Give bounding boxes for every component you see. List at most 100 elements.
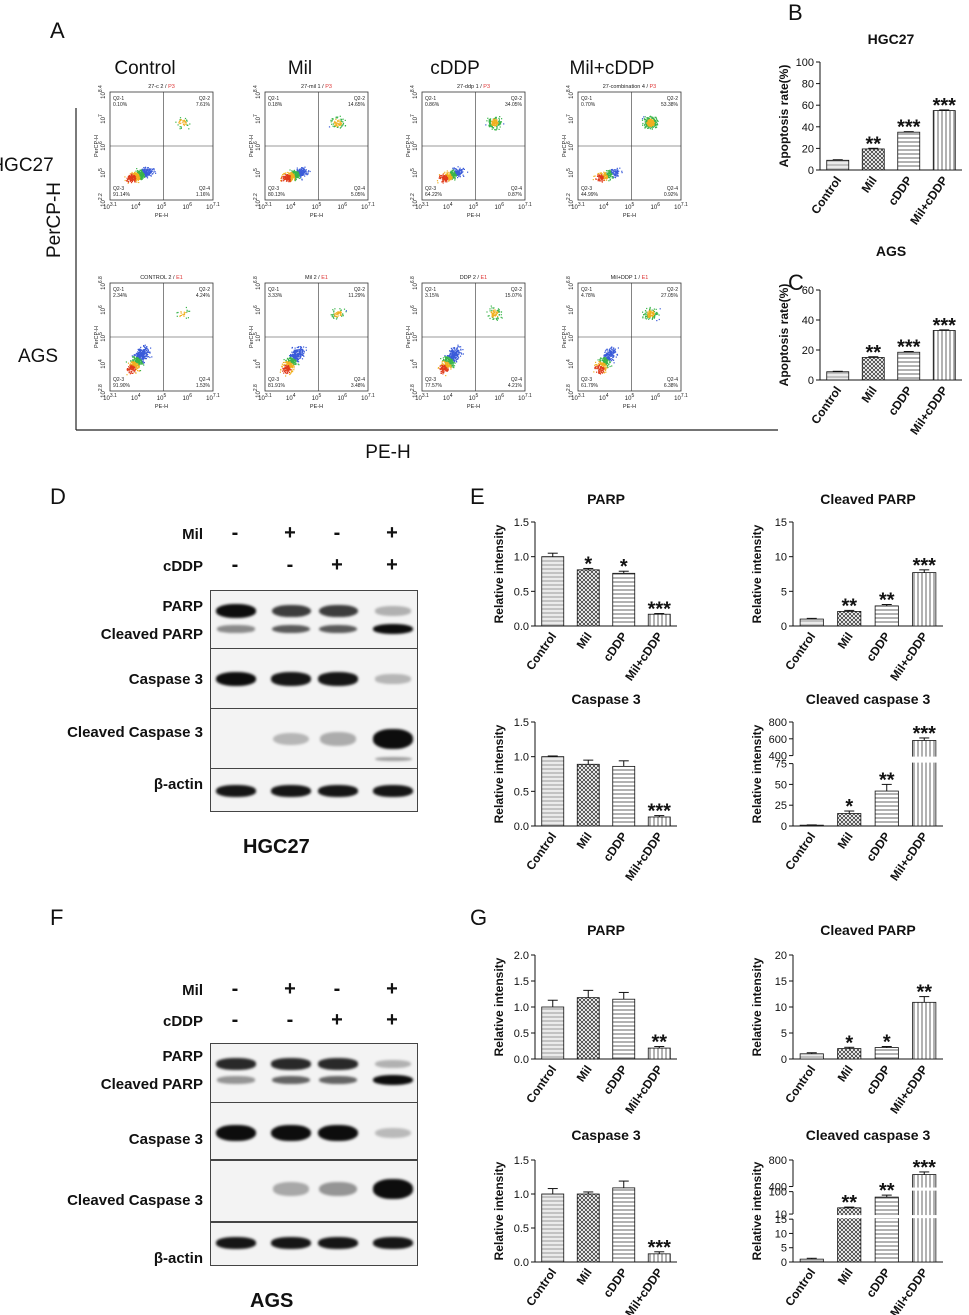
flow-dot [648,316,650,318]
quadrant-q3: 91.14% [113,192,131,198]
flow-dot [301,174,303,176]
flow-dot [186,119,188,121]
flow-dot [282,174,284,176]
x-tick-label: 105 [625,202,635,211]
flow-dot [450,356,452,358]
flow-dot [451,353,453,355]
row-label-hgc27: HGC27 [0,155,54,176]
x-tick-label: Mil [574,1063,595,1085]
flow-dot [140,363,142,365]
flow-dot [458,175,460,177]
flow-dot [445,363,447,365]
x-tick-label: 107.1 [674,393,688,402]
flow-dot [144,175,146,177]
flow-dot [180,127,182,129]
chart-ylabel: Apoptosis rate(%) [777,65,791,168]
flow-dot [598,371,600,374]
y-tick-label: 106 [253,141,262,151]
flow-dot [449,355,451,357]
flow-dot [450,359,452,361]
flow-dot [489,310,491,312]
y-tick-label: 15 [775,517,787,529]
band-label: β-actin [153,1250,203,1267]
x-tick-label: cDDP [863,630,893,664]
flow-dot [337,315,339,317]
flow-dot [598,177,600,179]
flow-dot [291,351,293,353]
flow-dot [615,351,617,353]
flow-dot [152,173,154,175]
flow-dot [651,128,653,130]
flow-dot [489,121,491,123]
significance-mark: *** [913,555,937,577]
flow-dot [451,359,453,361]
flow-dot [599,358,601,360]
flow-dot [614,175,616,177]
flow-dot [654,314,656,317]
flow-dot [293,359,295,361]
flow-dot [491,312,493,314]
flow-dot [445,358,447,360]
flow-dot [606,174,608,177]
flow-dot [444,171,446,173]
flow-dot [135,175,137,177]
flow-dot [649,311,651,313]
flow-dot [145,358,147,360]
flow-dot [653,311,655,313]
flow-dot [150,175,152,177]
flow-dot [496,119,498,121]
flow-dot [179,128,181,130]
x-tick-label: 103.1 [571,393,585,402]
flow-dot [602,357,605,359]
flow-dot [140,174,142,176]
quadrant-q4: Q2-4 [667,377,678,383]
flow-dot [597,178,599,180]
flow-dot [613,347,615,349]
flow-dot [334,315,336,318]
flow-dot [186,124,188,126]
flow-dot [642,124,644,126]
blot-band [271,1125,311,1141]
flow-dot [148,171,150,173]
flow-dot [441,370,443,372]
flow-dot [604,363,606,365]
flow-dot [494,309,496,311]
flow-dot [143,173,145,175]
flow-dot [653,312,655,314]
flow-dot [295,359,297,361]
flow-dot [458,346,460,348]
flow-plot-xlabel: PE-H [623,213,636,219]
flow-dot [493,313,495,315]
flow-dot [289,172,291,174]
flow-dot [645,124,648,126]
flow-dot [148,169,150,171]
flow-dot [287,175,289,177]
flow-dot [301,169,303,171]
flow-dot [654,119,657,122]
flow-dot [126,369,128,371]
flow-dot [610,353,612,355]
blot-band [318,672,358,686]
flow-dot [451,173,453,175]
chart-ylabel: Relative intensity [492,957,506,1056]
flow-dot [331,123,333,125]
x-tick-label: Mil [859,384,880,406]
x-tick-label: Control [782,630,818,673]
flow-dot [459,176,461,178]
flow-dot [288,363,290,365]
flow-dot [606,173,608,175]
flow-dot [293,365,295,367]
flow-dot [602,362,604,364]
flow-dot [604,179,606,181]
flow-dot [136,354,139,357]
flow-dot [653,314,655,316]
flow-dot [283,359,285,361]
flow-dot [128,369,130,371]
flow-dot [444,369,446,371]
y-tick-label: 107 [253,114,262,124]
flow-dot [613,349,615,352]
flow-dot [497,308,500,310]
treatment-sign: + [386,522,398,544]
flow-dot [609,351,611,353]
flow-dot [137,362,140,364]
